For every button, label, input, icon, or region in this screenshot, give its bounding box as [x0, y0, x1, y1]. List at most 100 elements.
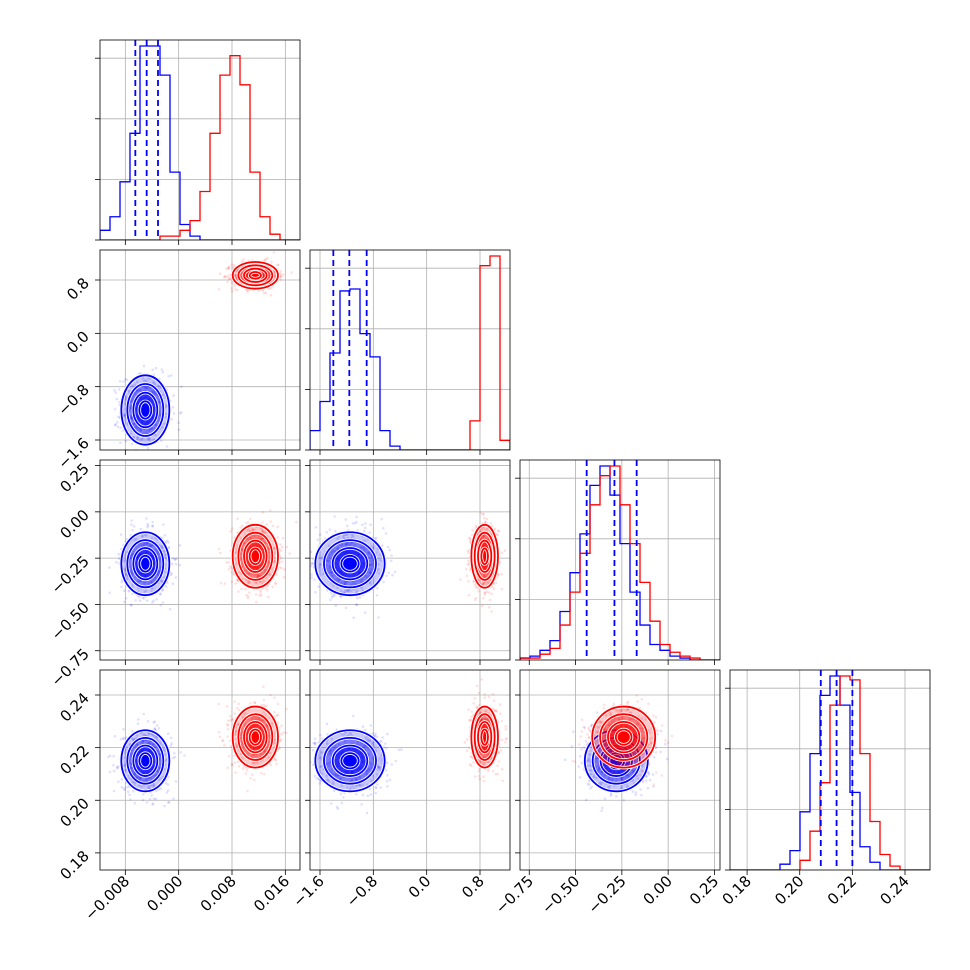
sample-point [487, 581, 490, 585]
sample-point [375, 536, 378, 540]
sample-point [473, 583, 477, 587]
sample-point [131, 583, 134, 586]
sample-point [482, 535, 486, 538]
sample-point [164, 585, 168, 588]
sample-point [247, 572, 251, 576]
sample-point [482, 575, 486, 578]
sample-point [120, 785, 124, 789]
sample-point [133, 772, 137, 776]
sample-point [328, 555, 331, 558]
sample-point [303, 548, 306, 551]
sample-point [130, 417, 133, 421]
sample-point [243, 541, 246, 544]
sample-point [152, 599, 155, 603]
sample-point [363, 611, 367, 614]
sample-point [132, 790, 135, 793]
gridlines [100, 40, 300, 240]
sample-point [361, 588, 365, 592]
sample-point [122, 764, 126, 767]
sample-point [339, 595, 343, 599]
sample-point [154, 548, 158, 552]
sample-point [122, 728, 125, 731]
sample-point [160, 368, 164, 371]
axes-frame [99, 459, 301, 661]
sample-point [329, 570, 332, 574]
sample-point [139, 429, 143, 433]
axes-frame [519, 459, 721, 661]
sample-point [247, 581, 251, 584]
sample-point [145, 379, 148, 383]
sample-point [234, 273, 237, 277]
sample-point [328, 528, 332, 531]
sample-point [244, 588, 247, 591]
sample-point [178, 563, 182, 567]
sample-point [167, 546, 171, 549]
sample-point [158, 570, 161, 573]
sample-point [133, 538, 137, 542]
sample-point [179, 412, 182, 415]
sample-point [136, 380, 139, 384]
sample-point [235, 742, 238, 745]
sample-point [153, 774, 157, 778]
sample-point [154, 575, 157, 579]
sample-point [137, 596, 141, 599]
sample-point [142, 580, 146, 584]
sample-point [231, 718, 235, 721]
sample-point [369, 571, 372, 575]
sample-point [483, 591, 487, 595]
sample-point [166, 801, 170, 804]
sample-point [364, 548, 367, 551]
sample-point [152, 721, 155, 724]
sample-point [359, 545, 363, 549]
sample-point [126, 790, 130, 793]
sample-point [147, 740, 150, 743]
sample-point [234, 288, 237, 291]
sample-point [116, 415, 120, 419]
sample-point [278, 746, 281, 750]
axes-frame [99, 249, 301, 451]
sample-point [143, 582, 146, 585]
sample-point [124, 398, 128, 402]
sample-point [260, 571, 264, 575]
sample-point [377, 563, 380, 566]
sample-point [276, 263, 279, 267]
sample-point [344, 518, 348, 521]
sample-point [169, 573, 173, 576]
sample-point [147, 438, 150, 441]
sample-point [291, 577, 294, 580]
sample-point [310, 562, 314, 565]
sample-point [246, 595, 250, 598]
contour-2 [126, 736, 165, 785]
sample-point [256, 574, 259, 578]
sample-point [375, 551, 379, 554]
sample-point [153, 720, 156, 723]
sample-point [347, 589, 350, 593]
sample-point [388, 548, 392, 552]
sample-point [136, 743, 139, 746]
sample-point [279, 275, 282, 279]
sample-point [482, 512, 485, 515]
sample-point [133, 383, 137, 386]
sample-point [384, 532, 388, 535]
sample-point [123, 764, 126, 768]
sample-point [152, 783, 156, 786]
sample-point [362, 547, 365, 551]
sample-point [253, 528, 257, 532]
sample-point [358, 596, 362, 599]
contour-3 [231, 523, 279, 589]
sample-point [279, 278, 283, 281]
sample-point [483, 516, 486, 520]
sample-point [142, 732, 145, 736]
sample-point [155, 423, 158, 427]
hist-series-0 [100, 45, 300, 240]
sample-point [147, 386, 151, 390]
sample-point [346, 589, 349, 593]
sample-point [153, 727, 157, 730]
sample-point [153, 734, 156, 738]
sample-point [318, 565, 321, 569]
sample-point [356, 596, 359, 600]
sample-point [161, 601, 165, 604]
sample-point [164, 415, 168, 419]
sample-point [141, 739, 145, 743]
sample-point [152, 784, 156, 788]
